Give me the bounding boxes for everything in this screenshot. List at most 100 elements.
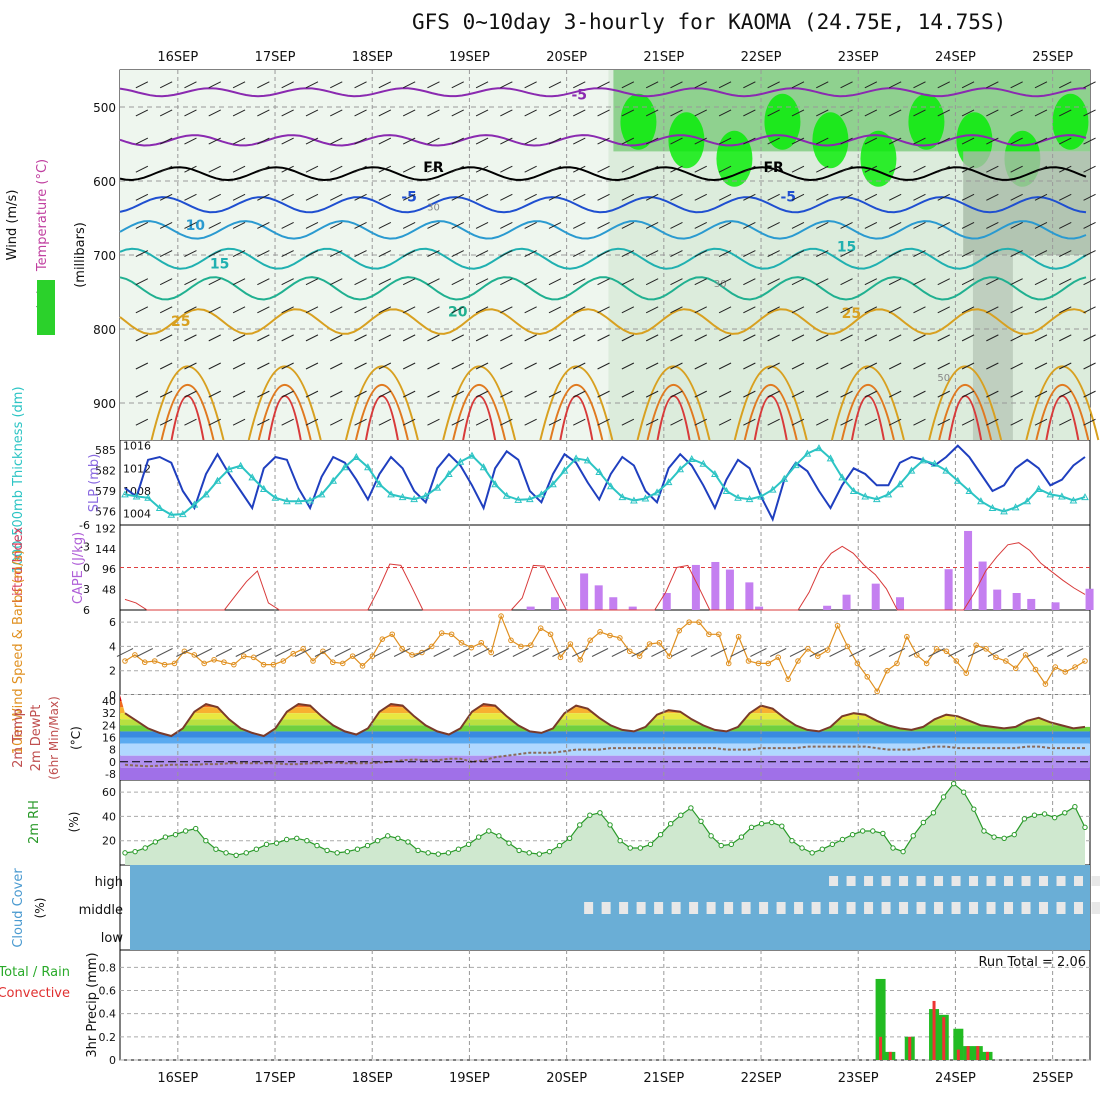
rh-marker bbox=[334, 850, 340, 856]
wind-barb bbox=[840, 165, 853, 173]
wind-barb bbox=[257, 109, 270, 117]
rh-marker bbox=[283, 836, 290, 843]
wind-barb bbox=[159, 109, 173, 117]
thickness-marker bbox=[514, 495, 523, 503]
wind-barb bbox=[232, 81, 246, 89]
rh-marker bbox=[324, 847, 330, 854]
cloud-block bbox=[951, 876, 961, 886]
wind-barb bbox=[208, 418, 221, 426]
wind-barb bbox=[1034, 334, 1048, 342]
wind-barb bbox=[816, 418, 829, 426]
rh-marker bbox=[758, 821, 765, 827]
wind-barb bbox=[961, 334, 975, 342]
wind-barb bbox=[937, 250, 950, 257]
thickness-marker bbox=[202, 490, 210, 498]
wind-barb bbox=[694, 165, 707, 173]
rh-shading-cell bbox=[620, 93, 657, 150]
wind-barb bbox=[888, 278, 902, 286]
thickness-marker bbox=[676, 465, 685, 473]
rh-marker bbox=[273, 840, 280, 846]
cloud-block bbox=[741, 902, 751, 914]
wind-barb bbox=[621, 137, 635, 145]
wind-barb bbox=[257, 278, 270, 286]
wind-marker bbox=[300, 646, 306, 652]
boundary-layer-isotherm bbox=[150, 365, 225, 441]
wind-barb bbox=[767, 137, 780, 145]
wind-barb bbox=[743, 250, 756, 257]
wind-barb bbox=[573, 362, 586, 370]
wind-barb bbox=[305, 165, 319, 173]
wind-barb bbox=[1010, 250, 1023, 257]
wind-barb bbox=[791, 109, 805, 117]
wind-barb bbox=[524, 334, 537, 342]
boundary-layer-isotherm bbox=[539, 365, 614, 441]
thickness-marker bbox=[364, 463, 372, 471]
wind-tick-label: 6 bbox=[109, 616, 116, 629]
thickness-marker bbox=[491, 480, 499, 488]
wind-barb bbox=[743, 165, 756, 173]
wind-marker bbox=[508, 637, 514, 644]
date-label-top: 20SEP bbox=[546, 50, 587, 65]
isotherm bbox=[119, 308, 1087, 336]
boundary-layer-isotherm bbox=[257, 384, 312, 441]
date-label-bottom: 22SEP bbox=[741, 1071, 782, 1086]
wind-barb bbox=[840, 390, 853, 398]
wind-barb bbox=[159, 418, 173, 426]
boundary-layer-isotherm bbox=[928, 365, 1003, 441]
rh-marker bbox=[910, 833, 916, 839]
thickness-marker bbox=[537, 490, 546, 498]
thickness-marker bbox=[1011, 503, 1020, 511]
wind-barb bbox=[257, 306, 270, 314]
wind-barb bbox=[159, 137, 173, 145]
cloud-block bbox=[881, 876, 891, 886]
wind-barb bbox=[986, 137, 999, 145]
cloud-block bbox=[986, 902, 996, 914]
wind-marker bbox=[844, 643, 851, 650]
wind-barb bbox=[1007, 648, 1024, 657]
date-label-bottom: 17SEP bbox=[255, 1071, 296, 1086]
wind-barb bbox=[451, 250, 464, 257]
wind-barb bbox=[500, 165, 513, 173]
thickness-marker bbox=[606, 482, 615, 490]
wind-barb bbox=[840, 193, 853, 201]
wind-marker bbox=[626, 648, 633, 655]
thickness-marker bbox=[930, 459, 939, 467]
wind-barb bbox=[232, 137, 246, 145]
wind-barb bbox=[257, 390, 270, 398]
wind-marker bbox=[923, 660, 930, 667]
wind-barb bbox=[1047, 648, 1064, 657]
thickness-marker bbox=[977, 497, 985, 505]
wind-barb bbox=[840, 334, 853, 342]
wind-barb bbox=[986, 250, 999, 257]
wind-barb bbox=[816, 306, 829, 314]
wind-barb bbox=[937, 81, 950, 89]
rh-marker bbox=[344, 848, 351, 855]
wind-barb bbox=[1059, 137, 1072, 145]
wind-barb bbox=[840, 137, 853, 145]
wind-barb bbox=[1083, 418, 1096, 426]
rh-marker bbox=[829, 841, 836, 848]
wind-barb bbox=[451, 109, 464, 117]
wind-barb bbox=[402, 137, 416, 145]
wind-barb bbox=[913, 193, 926, 201]
cape-bar bbox=[993, 589, 1002, 610]
cape-bar bbox=[1051, 602, 1060, 610]
wind-barb bbox=[135, 418, 149, 426]
cape-bar bbox=[550, 597, 559, 610]
thickness-marker bbox=[1046, 490, 1055, 498]
rh-marker bbox=[395, 835, 401, 841]
thickness-marker bbox=[919, 456, 927, 464]
wind-barb bbox=[961, 81, 975, 89]
rh-tick-label: 40 bbox=[102, 810, 116, 823]
wind-barb bbox=[427, 306, 440, 314]
wind-barb bbox=[524, 221, 537, 229]
lifted-index-tick-label: -3 bbox=[79, 540, 90, 553]
wind-barb bbox=[1034, 418, 1048, 426]
rh-marker bbox=[728, 841, 735, 848]
wind-barb bbox=[427, 418, 440, 426]
wind-barb bbox=[548, 81, 562, 89]
wind-barb bbox=[670, 362, 683, 370]
wind-barb bbox=[451, 362, 464, 370]
wind-barb bbox=[1059, 109, 1072, 117]
rh-marker bbox=[546, 848, 553, 855]
